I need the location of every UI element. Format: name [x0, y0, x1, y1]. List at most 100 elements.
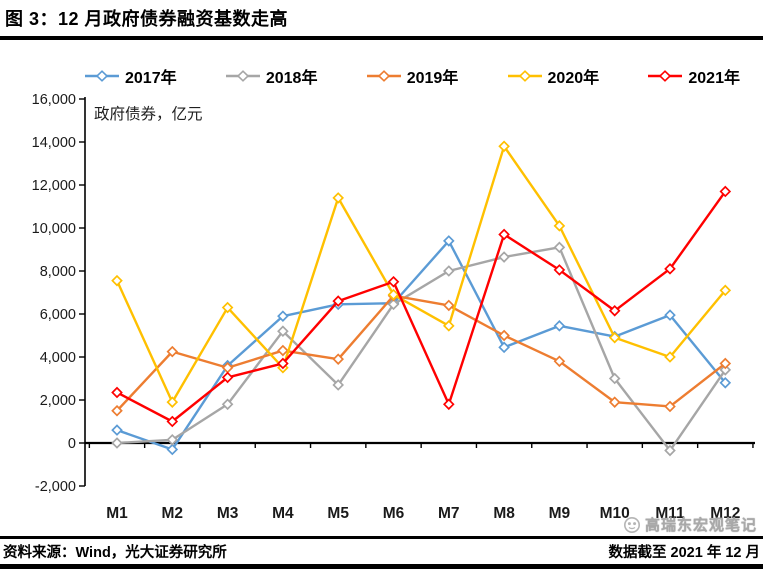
- x-tick-label: M5: [327, 505, 349, 522]
- watermark-text: 高瑞东宏观笔记: [644, 517, 757, 534]
- data-point-2019-M11: [664, 400, 676, 413]
- x-tick-label: M9: [549, 505, 571, 522]
- data-point-2017-M1: [111, 424, 123, 436]
- x-tick-label: M10: [600, 505, 630, 522]
- y-tick-label: 12,000: [32, 178, 76, 194]
- legend-marker-2018: [225, 70, 260, 82]
- data-point-2020-M10: [608, 331, 621, 344]
- data-point-2017-M2: [166, 443, 179, 456]
- data-point-2020-M8: [498, 140, 510, 153]
- data-point-2021-M12: [719, 185, 732, 198]
- x-tick-label: M2: [162, 505, 184, 522]
- data-point-2019-M4: [277, 344, 289, 357]
- data-point-2021-M6: [387, 275, 400, 288]
- data-point-2018-M12: [719, 364, 732, 376]
- legend-item-2017[interactable]: 2017年: [84, 64, 177, 88]
- footer-divider: [0, 536, 763, 539]
- series-2019-line: [111, 289, 732, 417]
- legend-label-2019: 2019年: [406, 70, 459, 87]
- data-point-2019-M9: [553, 355, 566, 368]
- legend-marker-2021: [648, 70, 683, 82]
- title-divider: [0, 36, 763, 40]
- y-tick-label: 10,000: [32, 221, 76, 237]
- data-point-2017-M12: [719, 376, 732, 389]
- data-point-2018-M10: [608, 372, 621, 385]
- data-point-2017-M11: [664, 309, 676, 321]
- legend-item-2021[interactable]: 2021年: [647, 64, 740, 88]
- data-point-2021-M7: [442, 398, 455, 411]
- data-point-2018-M8: [498, 251, 510, 263]
- data-point-2019-M5: [332, 353, 345, 365]
- x-tick-label: M4: [272, 505, 294, 522]
- data-point-2021-M9: [553, 264, 566, 276]
- data-point-2021-M8: [498, 228, 510, 241]
- data-point-2020-M12: [719, 284, 732, 297]
- y-tick-label: 14,000: [32, 135, 76, 151]
- page-title: 图 3：12 月政府债券融资基数走高: [5, 9, 289, 29]
- data-point-2020-M9: [553, 220, 566, 232]
- data-point-2019-M1: [111, 404, 123, 417]
- data-point-2018-M1: [111, 437, 123, 449]
- data-point-2020-M1: [111, 274, 123, 287]
- legend-marker-2017: [85, 70, 119, 82]
- x-tick-label: M3: [217, 505, 239, 522]
- y-axis: 16,000 14,000 12,000 10,000 8,000 6,000 4,000 2…: [32, 92, 86, 495]
- data-point-2018-M5: [332, 379, 345, 391]
- legend-label-2021: 2021年: [688, 70, 740, 87]
- data-cutoff-note: 数据截至 2021 年 12 月: [608, 545, 761, 561]
- series-2018-line: [111, 241, 732, 457]
- data-point-2021-M3: [221, 371, 234, 384]
- chart-legend: 2017年 2018年 2019年 2020年 2021年: [84, 64, 740, 88]
- x-tick-label: M11: [655, 505, 685, 522]
- y-tick-label: 4,000: [40, 350, 76, 366]
- data-point-2018-M4: [277, 325, 289, 338]
- data-point-2021-M1: [111, 386, 123, 399]
- data-point-2021-M2: [166, 415, 179, 428]
- x-axis: M1 M2 M3 M4 M5 M6 M7 M8 M9 M10 M11 M12: [85, 441, 755, 522]
- page-bottom-border: [0, 564, 763, 569]
- data-point-2018-M9: [553, 241, 566, 254]
- data-point-2020-M11: [664, 351, 676, 363]
- legend-marker-2020: [507, 70, 542, 82]
- data-point-2019-M12: [719, 357, 732, 370]
- data-point-2017-M4: [277, 310, 289, 322]
- data-point-2020-M6: [387, 288, 400, 301]
- y-tick-label: 2,000: [40, 393, 76, 409]
- series-2020-line: [111, 140, 732, 408]
- data-point-2018-M7: [442, 265, 455, 277]
- data-point-2020-M2: [166, 396, 179, 408]
- y-tick-label: 8,000: [40, 264, 76, 280]
- data-point-2018-M6: [387, 298, 400, 311]
- legend-item-2019[interactable]: 2019年: [366, 64, 459, 88]
- data-point-2019-M10: [608, 396, 621, 408]
- data-point-2019-M2: [166, 345, 179, 358]
- data-point-2021-M10: [608, 304, 621, 317]
- x-tick-label: M12: [710, 505, 740, 522]
- data-point-2019-M7: [442, 299, 455, 312]
- data-point-2017-M9: [553, 320, 566, 332]
- series-2021-line: [111, 185, 732, 428]
- y-tick-label: 6,000: [40, 307, 76, 323]
- source-note: 资料来源：Wind，光大证券研究所: [3, 545, 227, 561]
- legend-label-2020: 2020年: [547, 70, 600, 87]
- watermark: 高瑞东宏观笔记: [623, 514, 757, 535]
- panda-logo-icon: [623, 516, 640, 533]
- data-point-2021-M11: [664, 263, 676, 275]
- x-tick-label: M8: [493, 505, 515, 522]
- data-point-2018-M2: [166, 433, 179, 446]
- x-tick-label: M7: [438, 505, 460, 522]
- legend-item-2018[interactable]: 2018年: [225, 64, 318, 88]
- x-tick-label: M1: [106, 505, 128, 522]
- data-point-2019-M8: [498, 329, 510, 342]
- legend-label-2018: 2018年: [265, 70, 318, 87]
- data-point-2020-M3: [221, 301, 234, 314]
- y-tick-label: -2,000: [35, 479, 76, 495]
- legend-label-2017: 2017年: [125, 70, 177, 87]
- data-point-2018-M3: [221, 398, 234, 411]
- data-point-2017-M8: [498, 341, 510, 354]
- legend-marker-2019: [366, 70, 401, 82]
- legend-item-2020[interactable]: 2020年: [507, 64, 600, 88]
- y-tick-label: 0: [68, 436, 76, 452]
- x-tick-label: M6: [383, 505, 405, 522]
